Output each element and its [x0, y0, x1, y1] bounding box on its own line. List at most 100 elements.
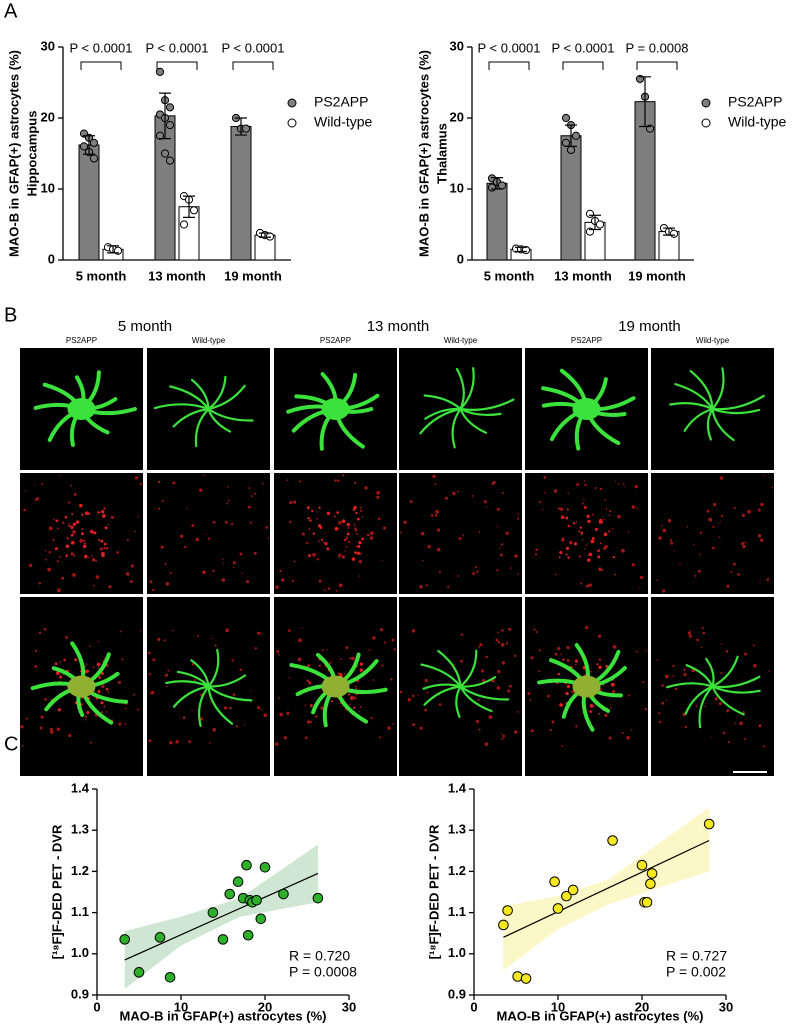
red-signal: [149, 693, 151, 695]
red-signal: [318, 579, 322, 583]
red-signal: [584, 483, 587, 487]
red-signal: [223, 706, 228, 710]
red-signal: [714, 697, 719, 701]
x-tick-label: 19 month: [628, 268, 686, 283]
red-signal: [56, 727, 61, 732]
red-signal: [412, 723, 416, 727]
red-signal: [505, 531, 509, 535]
x-axis-label: MAO-B in GFAP(+) astrocytes (%): [120, 1008, 327, 1023]
red-signal: [140, 630, 142, 632]
red-signal: [320, 538, 323, 541]
red-signal: [642, 681, 645, 683]
y-tick-label: 1.0: [71, 945, 89, 960]
astrocyte-body: [572, 675, 601, 698]
red-signal: [758, 724, 762, 728]
red-signal: [543, 476, 547, 479]
astrocyte-process: [711, 407, 735, 442]
red-signal: [316, 518, 318, 520]
red-signal: [304, 704, 306, 706]
legend-label: PS2APP: [728, 94, 782, 110]
astrocyte-process: [420, 663, 462, 688]
astrocyte-process: [207, 384, 246, 411]
red-signal: [566, 508, 569, 511]
red-signal: [68, 733, 72, 738]
red-signal: [308, 528, 311, 530]
bar: [560, 135, 582, 261]
red-signal: [361, 537, 365, 541]
data-point: [165, 121, 175, 130]
red-signal: [587, 558, 591, 562]
red-signal: [381, 664, 384, 667]
red-signal: [93, 531, 97, 535]
data-point: [217, 934, 229, 945]
red-signal: [539, 500, 542, 504]
red-signal: [89, 645, 91, 647]
y-tick-label: 30: [450, 38, 464, 53]
red-signal: [557, 672, 560, 676]
red-signal: [656, 579, 659, 582]
data-point: [669, 229, 679, 238]
red-signal: [308, 681, 312, 684]
red-signal: [184, 545, 187, 549]
red-signal: [73, 492, 77, 496]
significance-bracket: [562, 61, 604, 70]
red-signal: [644, 707, 648, 711]
red-signal: [744, 541, 747, 544]
red-signal: [95, 575, 100, 579]
panel-label: B: [4, 304, 17, 326]
data-point: [79, 142, 89, 151]
y-tick-label: 30: [41, 38, 55, 53]
micrograph: [147, 473, 270, 594]
red-signal: [597, 555, 601, 559]
red-signal: [307, 664, 310, 667]
red-signal: [124, 707, 127, 710]
red-signal: [299, 480, 302, 483]
red-signal: [631, 505, 636, 509]
red-signal: [43, 627, 47, 631]
red-signal: [154, 507, 156, 510]
astrocyte-body: [67, 398, 96, 420]
timepoint-label: 19 month: [618, 318, 681, 335]
red-signal: [711, 736, 713, 738]
red-signal: [347, 693, 351, 696]
astrocyte-process: [455, 367, 465, 411]
red-signal: [278, 697, 280, 699]
red-signal: [263, 713, 268, 718]
red-signal: [82, 544, 87, 549]
fit-line: [124, 872, 319, 961]
red-signal: [349, 703, 351, 706]
red-signal: [500, 628, 504, 632]
astrocyte-process: [705, 657, 715, 688]
red-signal: [604, 544, 608, 549]
astrocyte-process: [207, 674, 247, 688]
genotype-label: PS2APP: [571, 336, 602, 345]
red-signal: [100, 539, 104, 543]
p-value: P < 0.0001: [477, 40, 540, 55]
y-tick-label: 1.0: [448, 945, 466, 960]
red-signal: [621, 548, 625, 553]
red-signal: [317, 524, 322, 528]
red-signal: [212, 727, 217, 732]
red-signal: [286, 711, 290, 715]
y-tick-label: 0: [48, 251, 55, 266]
red-signal: [211, 637, 213, 640]
y-tick-label: 0.9: [71, 986, 89, 1001]
red-signal: [514, 654, 517, 658]
astrocyte-process: [190, 659, 210, 688]
red-signal: [496, 507, 500, 511]
red-signal: [84, 715, 88, 718]
red-signal: [584, 548, 586, 550]
red-signal: [514, 554, 518, 558]
red-signal: [360, 510, 362, 512]
red-signal: [129, 579, 133, 583]
red-signal: [549, 728, 552, 732]
red-signal: [479, 643, 483, 647]
red-signal: [316, 558, 320, 561]
astrocyte-process: [669, 402, 714, 411]
red-signal: [757, 534, 762, 538]
panel-label: C: [4, 733, 18, 755]
error-bar: [107, 245, 119, 254]
red-signal: [693, 543, 695, 546]
red-signal: [658, 720, 662, 724]
red-signal: [686, 525, 689, 528]
